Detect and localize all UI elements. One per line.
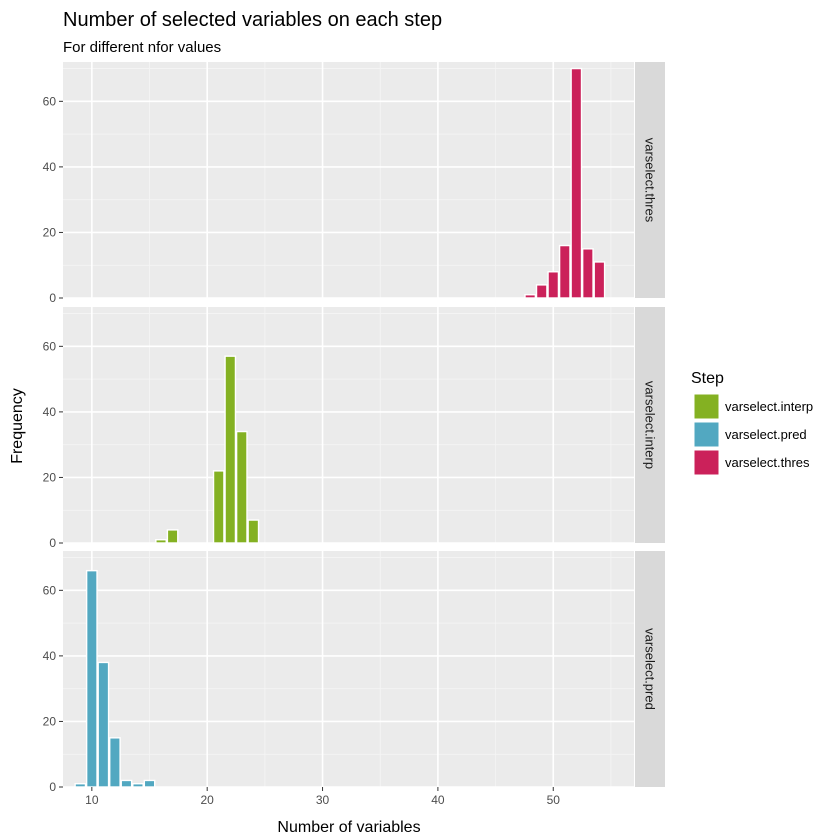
histogram-bar — [547, 271, 560, 299]
y-tick-label: 20 — [43, 470, 57, 484]
x-tick-label: 10 — [85, 793, 99, 807]
y-tick-label: 40 — [43, 649, 57, 663]
legend: Step varselect.interp varselect.pred varse… — [691, 370, 813, 476]
facet-panel-2: 0 20 40 60 varselect.pred — [43, 551, 665, 794]
histogram-bar — [85, 569, 98, 788]
histogram-bar — [247, 519, 260, 544]
histogram-bar — [155, 539, 167, 544]
facet-strip — [635, 62, 665, 298]
y-tick-label: 60 — [43, 339, 57, 353]
histogram-bar — [535, 284, 548, 299]
facet-panel-0: 0 20 40 60 varselect.thres — [43, 62, 665, 305]
legend-label: varselect.interp — [725, 399, 813, 414]
histogram-bar — [558, 244, 571, 299]
facet-strip-label: varselect.interp — [643, 381, 658, 469]
histogram-bar — [132, 783, 144, 788]
panel-background — [63, 551, 634, 787]
facet-strip-label: varselect.thres — [643, 138, 658, 223]
histogram-bar — [143, 779, 156, 788]
y-tick-label: 60 — [43, 94, 57, 108]
x-axis: 10 20 30 40 50 — [85, 787, 560, 807]
legend-key — [693, 393, 720, 420]
x-tick-label: 20 — [201, 793, 215, 807]
histogram-bar — [74, 783, 87, 788]
facet-strip — [635, 307, 665, 543]
facet-panel-1: 0 20 40 60 varselect.interp — [43, 307, 665, 550]
histogram-bar — [212, 470, 225, 544]
panel-background — [63, 307, 634, 543]
y-tick-label: 0 — [49, 780, 56, 794]
y-tick-label: 20 — [43, 225, 57, 239]
histogram-bar — [120, 779, 133, 788]
panels-group: 0 20 40 60 varselect.thres 0 20 40 60 varselect.i… — [43, 62, 665, 794]
histogram-bar — [235, 430, 248, 544]
x-axis-title: Number of variables — [277, 819, 420, 836]
facet-strip-label: varselect.pred — [643, 628, 658, 710]
y-tick-label: 20 — [43, 714, 57, 728]
legend-label: varselect.thres — [725, 455, 810, 470]
histogram-bar — [524, 294, 537, 299]
x-tick-label: 50 — [547, 793, 561, 807]
y-tick-label: 0 — [49, 291, 56, 305]
histogram-bar — [593, 261, 606, 299]
y-tick-label: 40 — [43, 160, 57, 174]
histogram-bar — [109, 737, 121, 788]
histogram-bar — [570, 67, 583, 299]
facet-strip — [635, 551, 665, 787]
y-axis-title: Frequency — [9, 388, 26, 464]
histogram-bar — [97, 661, 110, 788]
y-tick-label: 40 — [43, 405, 57, 419]
legend-label: varselect.pred — [725, 427, 807, 442]
x-tick-label: 30 — [316, 793, 330, 807]
chart-title: Number of selected variables on each ste… — [63, 9, 442, 31]
histogram-bar — [166, 529, 179, 544]
histogram-bar — [581, 248, 594, 299]
legend-title: Step — [691, 370, 724, 387]
chart-subtitle: For different nfor values — [63, 39, 221, 56]
y-tick-label: 60 — [43, 583, 57, 597]
panel-background — [63, 62, 634, 298]
legend-key — [693, 421, 720, 448]
histogram-bar — [224, 355, 237, 544]
legend-key — [693, 449, 720, 476]
x-tick-label: 40 — [431, 793, 445, 807]
y-tick-label: 0 — [49, 536, 56, 550]
